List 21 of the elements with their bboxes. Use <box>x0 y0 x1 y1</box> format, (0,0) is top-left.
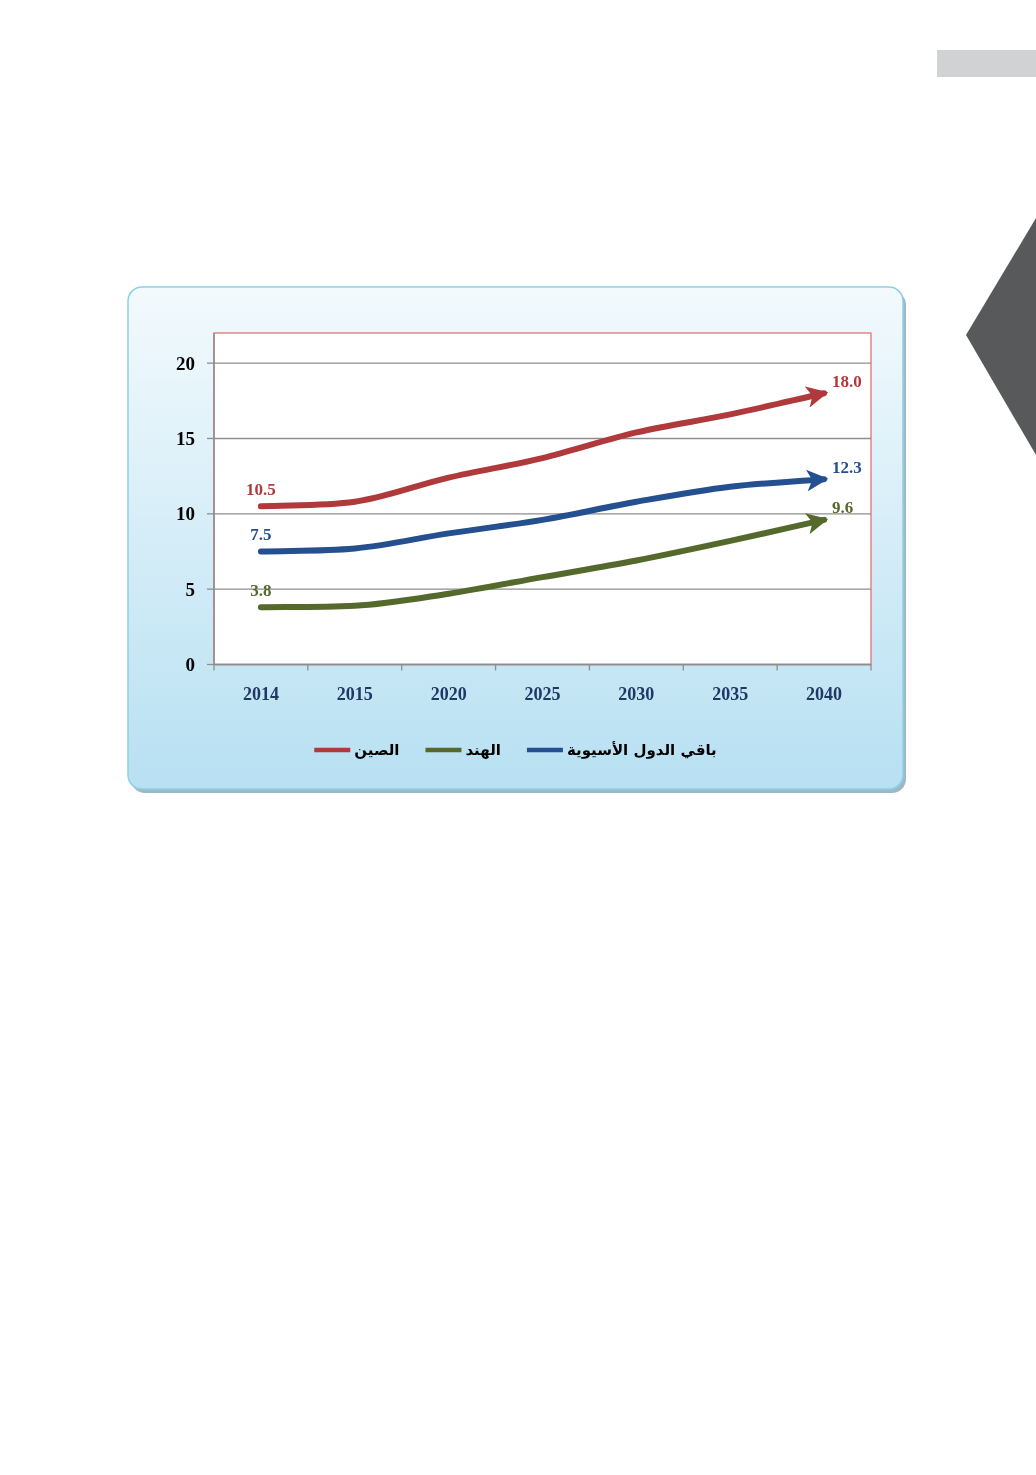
legend-label: الهند <box>465 741 501 759</box>
data-label: 9.6 <box>832 498 854 518</box>
data-label: 3.8 <box>250 580 272 600</box>
data-label: 7.5 <box>250 524 272 544</box>
x-tick-label: 2035 <box>712 684 749 704</box>
data-label: 10.5 <box>246 479 276 499</box>
x-tick-label: 2014 <box>242 684 279 704</box>
y-tick-label: 5 <box>185 578 195 600</box>
x-tick-label: 2040 <box>806 684 843 704</box>
y-tick-label: 0 <box>185 654 195 675</box>
x-tick-label: 2025 <box>524 684 561 704</box>
legend-label: الصين <box>354 741 400 759</box>
legend-label: باقي الدول الأسيوية <box>566 741 717 759</box>
data-label: 12.3 <box>832 457 862 477</box>
y-tick-label: 15 <box>176 427 195 449</box>
data-label: 18.0 <box>832 371 862 391</box>
x-tick-label: 2030 <box>618 684 655 704</box>
y-tick-label: 20 <box>176 352 195 374</box>
x-tick-label: 2015 <box>336 684 373 704</box>
y-tick-label: 10 <box>176 503 195 525</box>
x-tick-label: 2020 <box>430 684 467 704</box>
